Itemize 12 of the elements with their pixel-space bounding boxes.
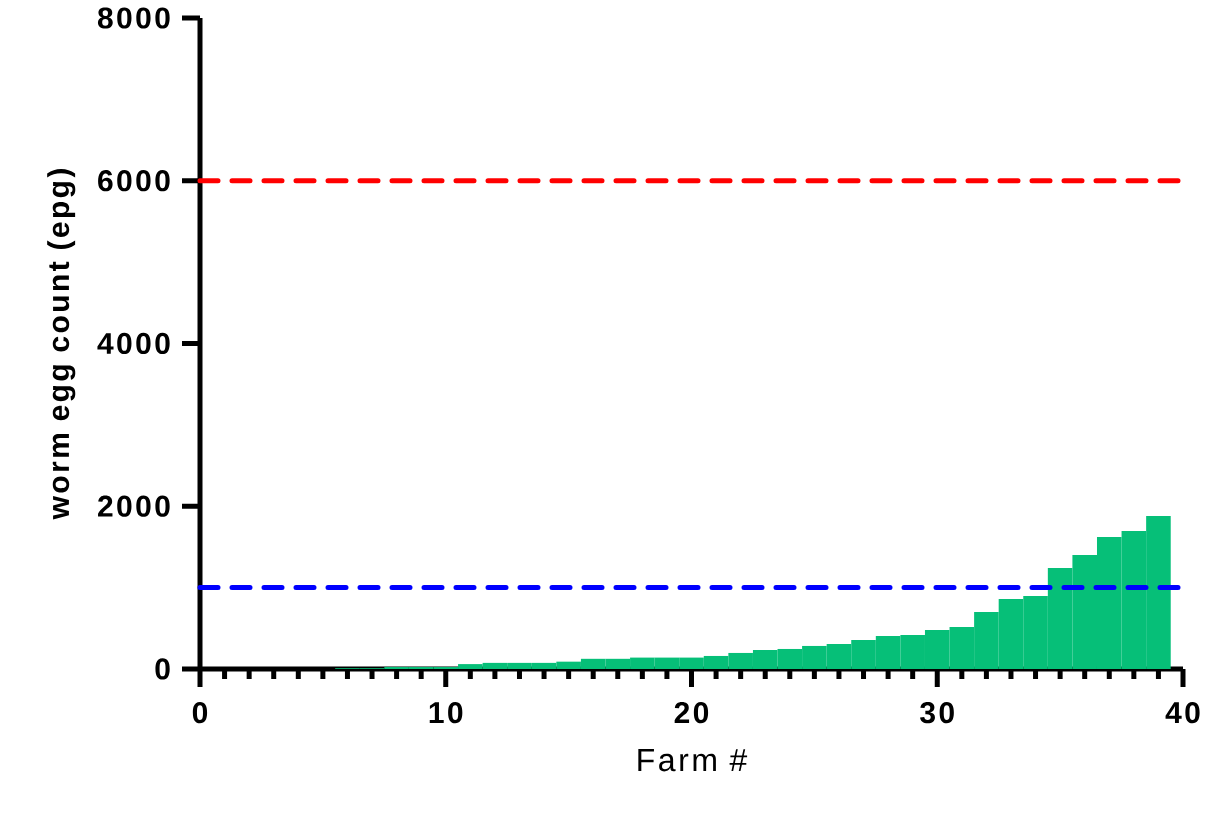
y-tick-label: 8000 xyxy=(97,7,170,29)
x-tick-label: 0 xyxy=(192,702,208,724)
y-tick-label: 2000 xyxy=(98,495,170,517)
y-tick-label: 0 xyxy=(155,658,170,680)
y-tick-label: 6000 xyxy=(98,170,170,192)
y-axis-title: worm egg count (epg) xyxy=(47,169,76,520)
x-tick-label: 20 xyxy=(674,702,709,724)
x-tick-label: 10 xyxy=(429,702,463,724)
y-tick-label: 4000 xyxy=(97,332,170,355)
x-tick-label: 40 xyxy=(1165,702,1200,724)
x-axis-title: Farm # xyxy=(638,749,748,772)
x-tick-label: 30 xyxy=(920,702,954,724)
